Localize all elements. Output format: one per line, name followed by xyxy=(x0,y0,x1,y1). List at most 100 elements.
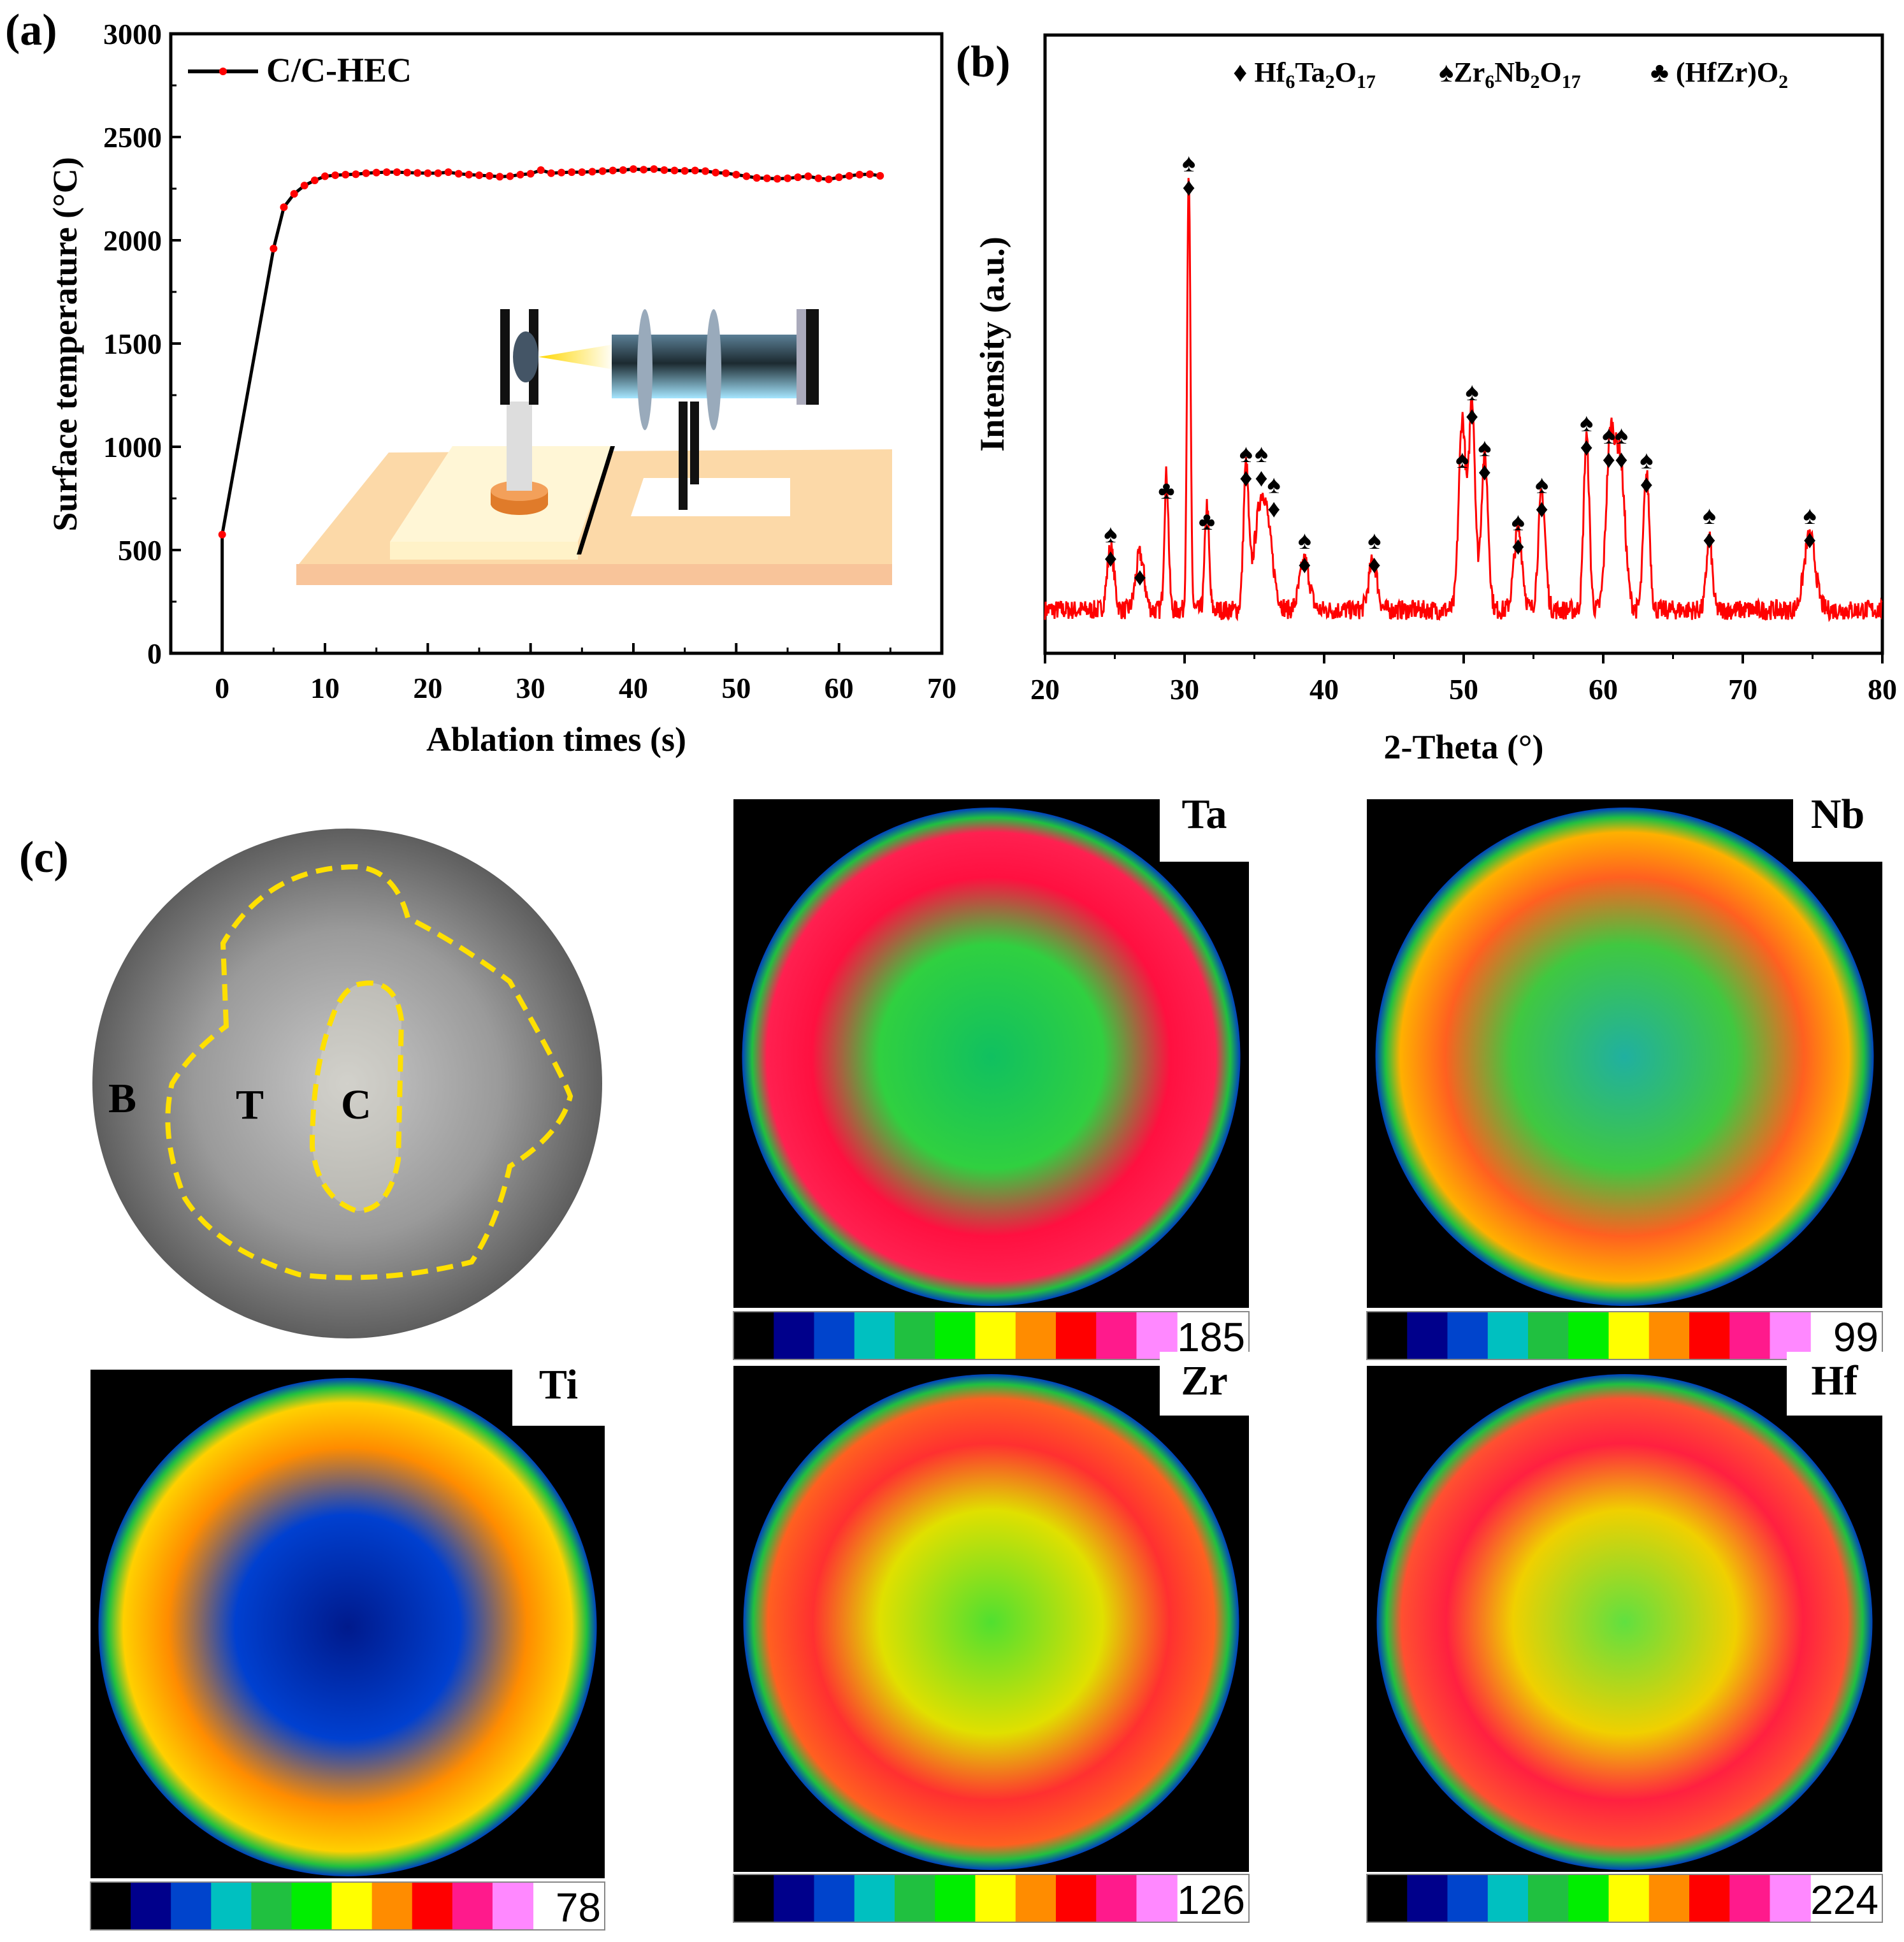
element-label-box xyxy=(512,1356,607,1426)
data-point xyxy=(414,169,422,177)
colorbar-cell xyxy=(975,1874,1016,1922)
map-sample-area xyxy=(743,1374,1239,1870)
data-point xyxy=(537,166,545,174)
colorbar-cell xyxy=(412,1882,453,1930)
panel-a: (a) 0 10 20 30 40 50 60 70 0 500 1000 xyxy=(5,6,956,758)
peak-marker: ♠ xyxy=(1367,526,1381,554)
x-tick-label: 20 xyxy=(1030,673,1060,706)
data-point xyxy=(876,171,884,180)
map-sample-area xyxy=(742,808,1241,1306)
colorbar-cell xyxy=(1367,1312,1408,1359)
data-point xyxy=(630,165,637,173)
colorbar-cell xyxy=(1367,1874,1408,1922)
data-point xyxy=(794,173,802,182)
colorbar-cell xyxy=(1015,1312,1057,1359)
colorbar-frame xyxy=(1366,1311,1883,1360)
peak-marker: ♦ xyxy=(1603,445,1615,474)
element-map-ti: Ti 78 xyxy=(90,1356,607,1931)
colorbar-cell xyxy=(131,1882,172,1930)
colorbar-cell xyxy=(733,1312,775,1359)
colorbar-max-value: 126 xyxy=(1177,1877,1245,1923)
data-point xyxy=(526,170,535,178)
colorbar-frame xyxy=(733,1874,1250,1923)
peak-marker: ♦ xyxy=(1703,525,1715,554)
data-point xyxy=(598,167,607,175)
data-point xyxy=(475,171,483,179)
data-point xyxy=(568,168,576,177)
colorbar-cell xyxy=(90,1882,132,1930)
colorbar-cell xyxy=(1055,1874,1097,1922)
data-point xyxy=(321,172,329,180)
x-tick-label: 30 xyxy=(1170,673,1199,706)
region-label-b: B xyxy=(108,1075,136,1122)
data-point xyxy=(434,169,442,177)
y-tick-label: 1000 xyxy=(103,431,162,463)
map-sample-area xyxy=(1376,1374,1873,1870)
data-point xyxy=(712,168,720,177)
legend-zr6nb2o17: ♠Zr6Nb2O17 xyxy=(1439,57,1581,92)
peak-marker: ♦ xyxy=(1478,457,1491,486)
peak-marker: ♦ xyxy=(1134,562,1146,591)
data-point xyxy=(444,168,452,177)
peak-marker: ♠ xyxy=(1511,507,1525,536)
colorbar-cell xyxy=(774,1312,815,1359)
data-point xyxy=(753,174,761,182)
colorbar-cell xyxy=(774,1874,815,1922)
element-label: Ti xyxy=(539,1361,578,1408)
center-zone-boundary xyxy=(309,980,405,1214)
peak-marker: ♦ xyxy=(1511,532,1524,560)
peak-marker: ♦ xyxy=(1640,470,1653,498)
colorbar-cell xyxy=(1568,1874,1610,1922)
colorbar-cell xyxy=(1729,1874,1771,1922)
colorbar-cell xyxy=(1015,1874,1057,1922)
colorbar-frame xyxy=(90,1881,605,1931)
data-point xyxy=(290,190,298,198)
peak-marker: ♣ xyxy=(1199,507,1215,535)
x-tick-label: 70 xyxy=(1728,673,1757,706)
data-point xyxy=(804,172,812,180)
peak-marker: ♦ xyxy=(1182,173,1195,201)
x-tick-label: 60 xyxy=(1589,673,1618,706)
x-tick-label: 40 xyxy=(619,672,648,704)
colorbar-cell xyxy=(371,1882,413,1930)
peak-marker: ♠ xyxy=(1803,501,1816,530)
x-tick-label: 40 xyxy=(1309,673,1339,706)
y-tick-label: 500 xyxy=(118,534,162,567)
data-point xyxy=(814,174,823,182)
data-point xyxy=(372,168,380,177)
peak-marker: ♠ xyxy=(1615,421,1628,449)
data-point xyxy=(619,166,627,174)
data-point xyxy=(516,170,524,178)
data-point xyxy=(342,170,350,178)
data-point xyxy=(660,166,668,174)
element-label-box xyxy=(1160,785,1251,862)
colorbar-cell xyxy=(894,1874,936,1922)
colorbar-cell xyxy=(1689,1874,1731,1922)
x-tick-label: 0 xyxy=(215,672,229,704)
colorbar-cell xyxy=(1770,1874,1811,1922)
peak-marker: ♦ xyxy=(1368,550,1381,579)
colorbar-cell xyxy=(1527,1312,1569,1359)
colorbar-max-value: 224 xyxy=(1810,1877,1879,1923)
x-tick-label: 70 xyxy=(927,672,956,704)
data-point xyxy=(578,168,586,177)
peak-marker: ♣ xyxy=(1158,476,1174,505)
peak-marker: ♠ xyxy=(1640,446,1653,474)
colorbar-cell xyxy=(733,1874,775,1922)
colorbar-cell xyxy=(1770,1312,1811,1359)
colorbar-cell xyxy=(1407,1874,1448,1922)
data-point xyxy=(465,170,473,178)
data-point xyxy=(382,168,391,177)
data-point xyxy=(681,167,689,175)
data-point xyxy=(310,177,319,185)
data-point xyxy=(763,174,771,182)
x-tick-label: 50 xyxy=(721,672,751,704)
colorbar-cell xyxy=(1527,1874,1569,1922)
data-point xyxy=(701,167,709,175)
panel-b: (b) 20 30 40 50 60 70 80♠♦♦♣♠♦♣♠♦♠♦♠♦♠♦♠♦♠♠♦♠♦… xyxy=(956,33,1897,766)
chart-a-axes: 0 10 20 30 40 50 60 70 0 500 1000 1500 2000 2500 3000 xyxy=(103,18,956,704)
colorbar-cell xyxy=(171,1882,212,1930)
colorbar-cell xyxy=(1096,1312,1137,1359)
